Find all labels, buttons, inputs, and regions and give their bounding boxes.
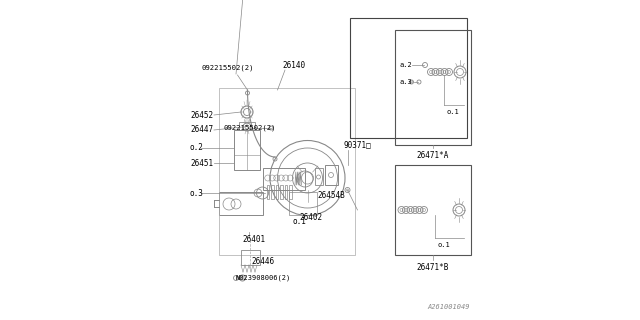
Bar (395, 30, 471, 145)
Bar (315, 168, 323, 185)
Text: 26452: 26452 (190, 110, 213, 119)
Text: 26471*B: 26471*B (417, 263, 449, 273)
Text: N: N (236, 276, 239, 281)
Bar (262, 168, 305, 190)
Text: 90371□: 90371□ (344, 140, 372, 149)
Bar (219, 192, 262, 215)
Text: o.3: o.3 (190, 188, 204, 197)
Text: o.1: o.1 (438, 242, 451, 248)
Text: 26401: 26401 (243, 236, 266, 244)
Bar (351, 18, 467, 138)
Text: A261001049: A261001049 (428, 304, 470, 310)
Text: a.3: a.3 (399, 79, 412, 85)
Bar (266, 185, 269, 199)
Text: 26140: 26140 (282, 60, 306, 69)
Bar (325, 165, 337, 185)
Text: 26447: 26447 (190, 125, 213, 134)
Text: 26454B: 26454B (317, 190, 345, 199)
Bar (289, 192, 317, 215)
Text: o.1: o.1 (447, 109, 460, 115)
Bar (285, 185, 287, 199)
Text: 092215502(2): 092215502(2) (224, 125, 276, 131)
Bar (234, 130, 260, 170)
Bar (280, 185, 282, 199)
Text: 092215502(2): 092215502(2) (201, 65, 253, 71)
Text: N023908006(2): N023908006(2) (236, 275, 291, 281)
Bar (239, 122, 255, 130)
Bar (271, 185, 273, 199)
Text: o.1: o.1 (292, 218, 306, 227)
Text: a.2: a.2 (399, 62, 412, 68)
Bar (289, 185, 291, 199)
Text: o.2: o.2 (190, 143, 204, 153)
Text: 26471*A: 26471*A (417, 150, 449, 159)
Bar (275, 185, 278, 199)
Text: 26402: 26402 (299, 213, 322, 222)
Bar (219, 88, 355, 255)
Text: 26451: 26451 (190, 158, 213, 167)
Bar (241, 250, 260, 265)
Bar (395, 165, 471, 255)
Text: 26446: 26446 (252, 258, 275, 267)
